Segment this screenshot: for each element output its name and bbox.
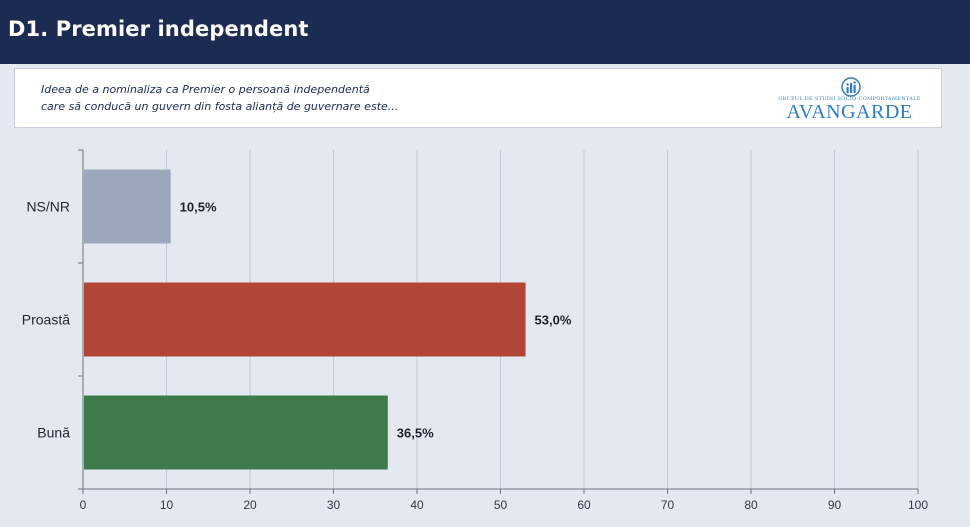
x-tick-label: 60 xyxy=(577,498,591,512)
logo-tagline: GRUPUL DE STUDII SOCIO-COMPORTAMENTALE xyxy=(778,96,921,102)
bar xyxy=(84,169,171,244)
category-label: NS/NR xyxy=(26,199,70,215)
logo-brand: AVANGARDE xyxy=(786,101,913,123)
x-tick-label: 90 xyxy=(828,498,842,512)
data-label: 36,5% xyxy=(397,426,434,441)
bar xyxy=(84,395,388,470)
x-tick-label: 70 xyxy=(661,498,675,512)
category-label: Bună xyxy=(37,425,70,441)
data-label: 53,0% xyxy=(535,313,572,328)
data-label: 10,5% xyxy=(180,200,217,215)
logo-icon xyxy=(841,77,861,97)
x-tick-label: 40 xyxy=(410,498,424,512)
x-tick-label: 20 xyxy=(243,498,257,512)
page-title: D1. Premier independent xyxy=(8,17,309,41)
x-tick-label: 100 xyxy=(908,498,928,512)
question-text-line-1: Ideea de a nominaliza ca Premier o perso… xyxy=(41,83,370,96)
x-tick-label: 50 xyxy=(494,498,508,512)
bar xyxy=(84,282,526,357)
question-box: Ideea de a nominaliza ca Premier o perso… xyxy=(14,68,942,128)
x-tick-label: 0 xyxy=(80,498,87,512)
category-label: Proastă xyxy=(22,312,70,328)
header-bar: D1. Premier independent xyxy=(0,0,970,64)
question-text-line-2: care să conducă un guvern din fosta alia… xyxy=(41,100,399,113)
avangarde-logo: GRUPUL DE STUDII SOCIO-COMPORTAMENTALE A… xyxy=(767,75,932,125)
x-tick-label: 30 xyxy=(327,498,341,512)
x-tick-label: 10 xyxy=(160,498,174,512)
x-tick-label: 80 xyxy=(744,498,758,512)
